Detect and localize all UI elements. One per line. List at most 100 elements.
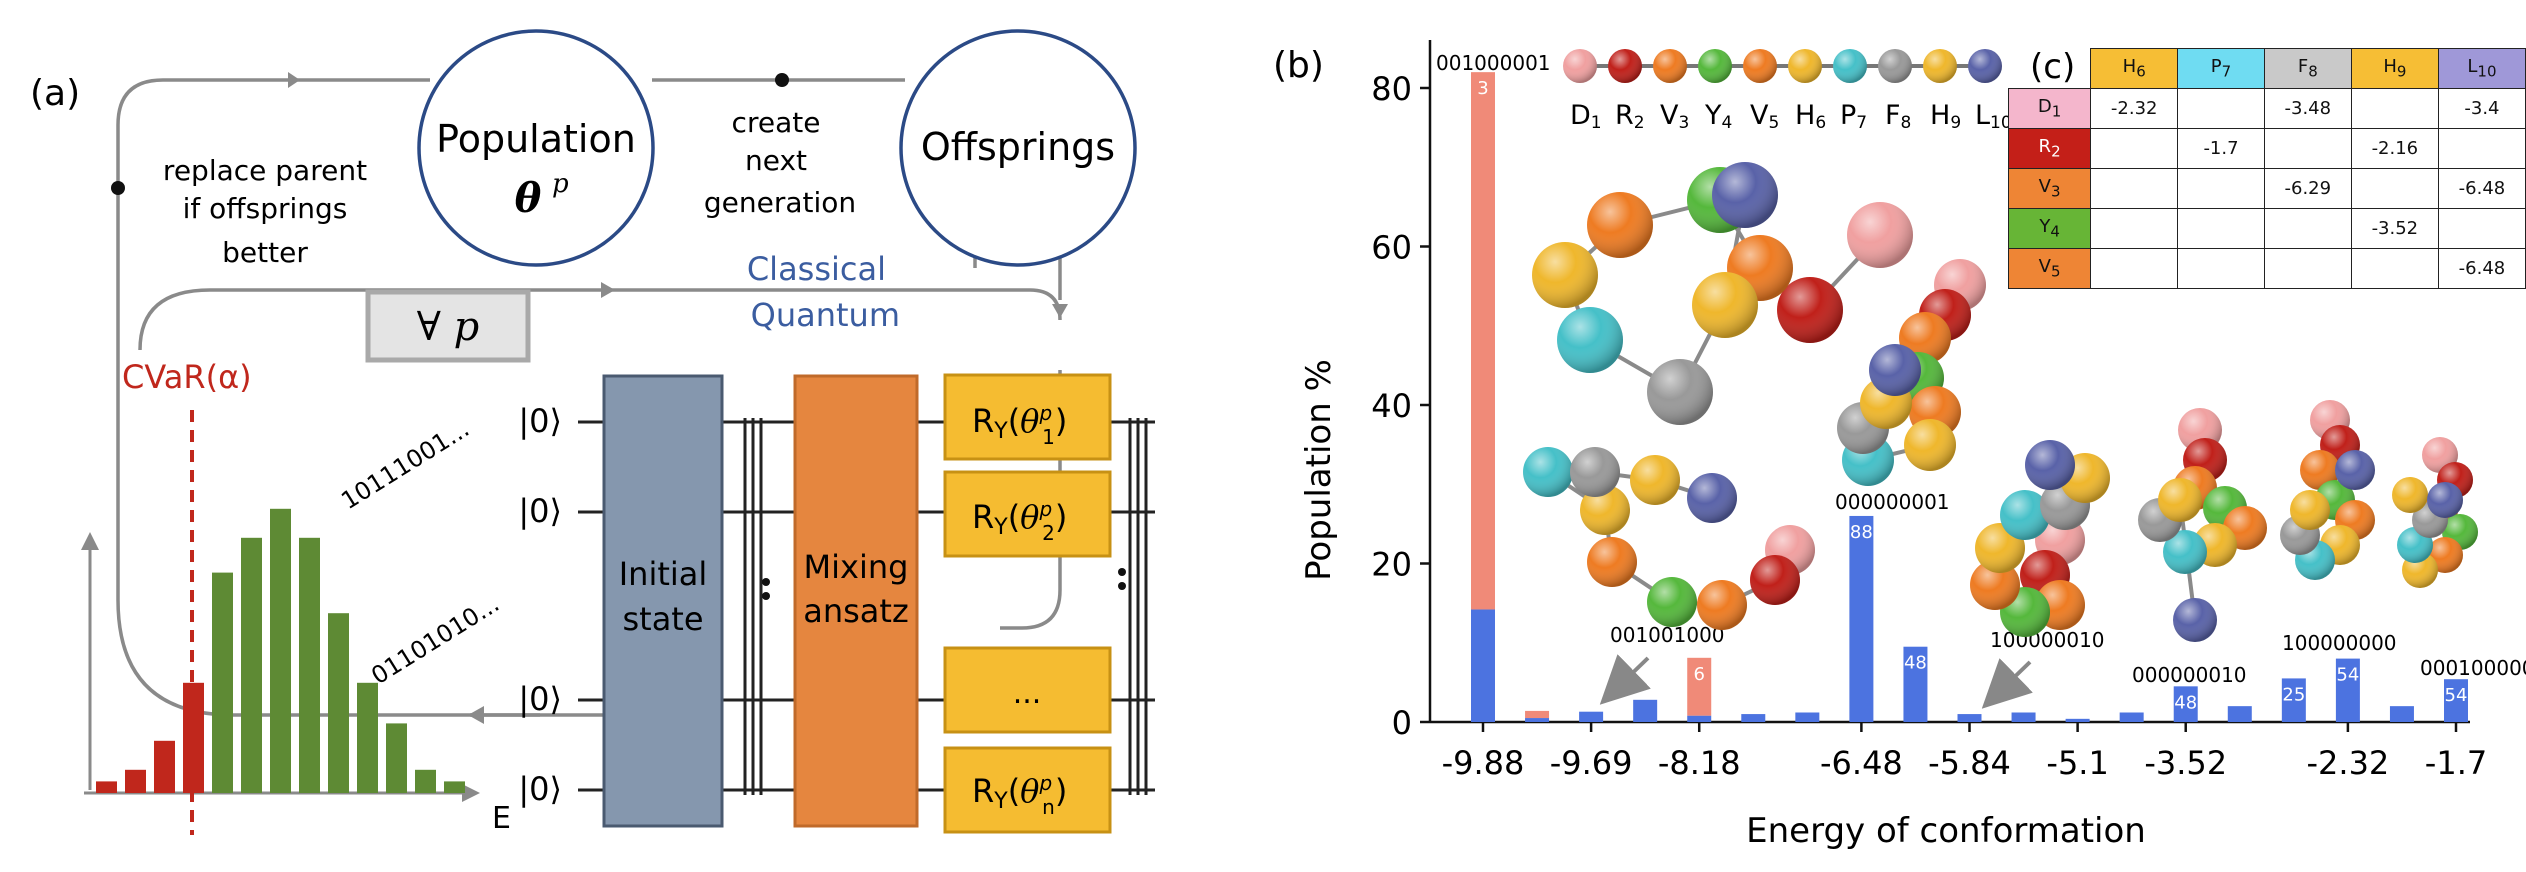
bead-v5: V5 <box>1743 49 1779 133</box>
create-next-line-3: generation <box>704 186 856 219</box>
annotation-100000010: 100000010 <box>1990 628 2105 652</box>
classical-quantum-divider <box>210 288 1062 321</box>
x-tick-label: -5.1 <box>2046 744 2108 782</box>
mixing-ansatz-line-2: ansatz <box>803 592 909 630</box>
qubit-1-label: |0⟩ <box>518 402 562 440</box>
bead-label: D1 <box>1570 100 1602 133</box>
population-theta: θ <box>515 175 542 222</box>
molecule-6 <box>2280 400 2375 580</box>
table-cell: -6.48 <box>2437 168 2526 209</box>
table-cell <box>2177 248 2265 289</box>
y-tick-label: 0 <box>1392 704 1412 742</box>
bar-value-label: 6 <box>1693 664 1704 685</box>
bar-value-label: 25 <box>2282 684 2305 705</box>
bar-blue <box>1741 714 1766 722</box>
bar-blue <box>2281 678 2306 722</box>
loop-top-left-line <box>116 78 430 340</box>
offsprings-node <box>899 29 1137 267</box>
table-row: V3 -6.29 -6.48 <box>2007 168 2526 209</box>
annotation-000100000: 000100000 <box>2420 656 2526 680</box>
mixing-ansatz-block <box>793 374 919 828</box>
return-left-arrow-icon <box>468 706 484 724</box>
table-cell <box>2177 88 2265 129</box>
population-node <box>417 29 655 267</box>
bar-value-label: 54 <box>2445 685 2468 706</box>
y-tick-label: 80 <box>1371 70 1412 108</box>
histogram-bar <box>357 682 378 793</box>
table-header-row: H6 P7 F8 H9 L10 <box>2009 48 2526 89</box>
table-cell <box>2263 208 2352 249</box>
hist-x-arrow-icon <box>462 784 480 802</box>
histogram-bar <box>299 537 320 793</box>
x-tick-label: -2.32 <box>2306 744 2389 782</box>
x-tick-label: -1.7 <box>2425 744 2487 782</box>
bead-h9: H9 <box>1923 49 1961 133</box>
bar-value-label: 48 <box>2174 692 2197 713</box>
column-header-h6: H6 <box>2090 48 2179 89</box>
column-header-h9: H9 <box>2350 48 2439 89</box>
histogram-bar <box>386 723 407 793</box>
table-cell: -2.32 <box>2090 88 2179 129</box>
table-cell <box>2177 168 2265 209</box>
bar-blue <box>1525 718 1550 722</box>
panel-c-label: (c) <box>2030 47 2075 87</box>
x-tick-label: -9.88 <box>1442 744 1525 782</box>
histogram-bar <box>96 781 117 793</box>
bar-salmon <box>1471 72 1495 610</box>
histogram-bar <box>415 769 436 793</box>
ry-gate-2: RY(θp 2) <box>943 470 1112 558</box>
row-header-d1: D1 <box>2007 88 2092 129</box>
replace-parent-line-1: replace parent <box>163 154 367 187</box>
bar-blue <box>1903 646 1928 722</box>
initial-state-line-2: state <box>622 600 703 638</box>
annotation-000000001: 000000001 <box>1835 490 1950 514</box>
bar-blue <box>1579 711 1604 722</box>
bead-label: H9 <box>1930 100 1961 133</box>
table-cell: -1.7 <box>2177 128 2265 169</box>
bar-blue <box>2389 706 2414 722</box>
bead-r2: R2 <box>1608 49 1645 133</box>
molecule-3 <box>1523 447 1815 630</box>
panel-b-label: (b) <box>1273 45 1324 86</box>
x-tick-label: -8.18 <box>1658 744 1741 782</box>
x-tick-label: -9.69 <box>1550 744 1633 782</box>
table-cell: -3.4 <box>2437 88 2526 129</box>
bead-d1: D1 <box>1563 49 1602 133</box>
qubit-2-label: |0⟩ <box>518 492 562 530</box>
bead-l10: L10 <box>1968 49 2012 133</box>
column-header-f8: F8 <box>2263 48 2352 89</box>
table-cell: -6.29 <box>2263 168 2352 209</box>
y-axis-label: Population % <box>1299 359 1339 581</box>
svg-text:RY(θp1): RY(θp 1) <box>972 401 1067 449</box>
bar-blue <box>1471 609 1495 722</box>
bead-v3: V3 <box>1653 49 1689 133</box>
pointer-arrow-1 <box>1599 654 1651 705</box>
bar-value-label: 88 <box>1850 522 1873 543</box>
pointer-arrow-2 <box>1981 658 2033 709</box>
bitstring-1: 10111001... <box>336 414 474 515</box>
barrier-2-dot-2 <box>1118 582 1126 590</box>
row-header-v3: V3 <box>2007 168 2092 209</box>
quantum-return-line <box>1000 370 1062 630</box>
table-cell <box>2437 208 2526 249</box>
bead-label: F8 <box>1885 100 1911 133</box>
hist-y-arrow-icon <box>81 532 99 550</box>
panel-a: (a) Population θ p Offsprings create nex… <box>30 29 1155 836</box>
histogram-bar <box>212 572 233 793</box>
x-tick-label: -3.52 <box>2144 744 2227 782</box>
for-all-p-box <box>365 289 531 363</box>
create-next-line-1: create <box>732 106 821 139</box>
chart-bars <box>1471 72 2468 722</box>
bar-blue <box>1795 712 1820 722</box>
table-row: D1 -2.32 -3.48 -3.4 <box>2007 88 2526 129</box>
histogram-bar <box>241 537 262 793</box>
x-tick-label: -5.84 <box>1928 744 2011 782</box>
bead-label: L10 <box>1975 100 2012 133</box>
histogram-bar <box>125 769 146 793</box>
table-row: Y4 -3.52 <box>2007 208 2526 249</box>
bar-blue <box>1849 515 1874 722</box>
svg-text:RY(θpn): RY(θp n) <box>972 771 1067 819</box>
divider-arrow-icon <box>601 282 615 298</box>
table-cell <box>2090 128 2179 169</box>
